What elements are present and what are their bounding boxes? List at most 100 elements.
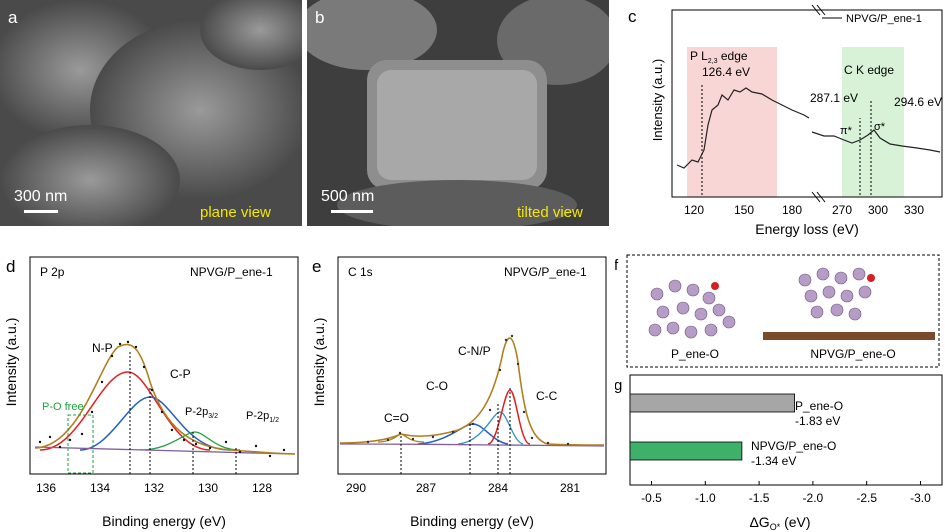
tick-c-180: 180	[782, 203, 802, 217]
ck-edge-label: C K edge	[844, 63, 894, 77]
bar-1	[629, 441, 743, 461]
tick-e-284: 284	[488, 481, 508, 495]
p-ene-o-model	[648, 279, 736, 339]
structure-frame	[626, 254, 940, 368]
sigma-label: σ*	[874, 121, 886, 133]
sample-d: NPVG/P_ene-1	[190, 265, 273, 279]
tick-e-287: 287	[416, 481, 436, 495]
scale-bar-a	[24, 210, 58, 213]
bar-label-p-ene-o: P_ene-O	[795, 399, 843, 413]
eels-chart: c NPVG/P_ene-1 P L2,3 edge 126.4 eV C K …	[628, 4, 943, 237]
oxygen-atom-left	[711, 282, 719, 290]
cnp-peak	[457, 411, 524, 445]
tick-c-270: 270	[832, 203, 852, 217]
eels-curve-right	[811, 129, 941, 153]
tick-d-136: 136	[36, 481, 56, 495]
title-e: C 1s	[348, 265, 373, 279]
ylabel-c: Intensity (a.u.)	[650, 59, 665, 141]
sem-image-plane: a 300 nm plane view	[0, 0, 302, 226]
legend-label-c: NPVG/P_ene-1	[846, 13, 922, 25]
panel-label-a: a	[8, 8, 18, 27]
panel-label-e: e	[312, 257, 321, 276]
ylabel-e: Intensity (a.u.)	[311, 318, 327, 407]
p-o-free-box	[67, 414, 94, 474]
tick-c-300: 300	[868, 203, 888, 217]
tick-d-132: 132	[144, 481, 164, 495]
cc-label: C-C	[536, 389, 558, 403]
tick-c-330: 330	[904, 203, 924, 217]
bar-value-p-ene-o: -1.83 eV	[795, 414, 840, 428]
envelope-d	[34, 343, 296, 455]
scale-text-a: 300 nm	[14, 188, 68, 205]
scale-bar-b	[331, 210, 373, 213]
cnp-label: C-N/P	[458, 344, 491, 358]
ylabel-d: Intensity (a.u.)	[3, 318, 19, 407]
plot-frame-d	[29, 256, 299, 475]
x-ticks-g: -0.5 -1.0 -1.5 -2.0 -2.5 -3.0	[641, 481, 931, 505]
xlabel-c: Energy loss (eV)	[755, 221, 858, 237]
p2p32-label: P-2p3/2	[185, 406, 218, 420]
title-d: P 2p	[40, 265, 65, 279]
tick-c-120: 120	[684, 203, 704, 217]
sem-texture-b	[307, 0, 609, 226]
bar-value-npvg-p-ene-o: -1.34 eV	[751, 454, 796, 468]
cp-label: C-P	[170, 367, 191, 381]
tick-label-g-5: -3.0	[910, 491, 931, 505]
structure-label-right: NPVG/P_ene-O	[810, 347, 895, 361]
tick-e-281: 281	[560, 481, 580, 495]
pl-edge-label: P L2,3 edge	[690, 49, 748, 65]
axis-break-top	[811, 4, 821, 16]
tick-d-130: 130	[198, 481, 218, 495]
background-line-e	[339, 443, 605, 447]
npvg-p-ene-o-model	[798, 267, 872, 321]
co-label: C-O	[426, 379, 448, 393]
axis-break-bottom	[811, 191, 821, 203]
co2-label: C=O	[384, 411, 409, 425]
oxygen-atom-right	[867, 274, 875, 282]
p2p12-label: P-2p1/2	[246, 410, 279, 424]
xlabel-g: ΔGO* (eV)	[749, 514, 810, 532]
p-o-free-label: P-O free	[42, 401, 84, 413]
raw-data-points-d	[38, 340, 286, 458]
axis-break-top-2	[816, 4, 826, 16]
scale-text-b: 500 nm	[321, 188, 375, 205]
background-line-d	[34, 446, 296, 455]
pl-edge-value: 126.4 eV	[702, 65, 750, 79]
plot-frame-c	[671, 9, 943, 198]
caption-a: plane view	[200, 204, 271, 221]
bar-group	[629, 393, 796, 461]
np-peak	[39, 371, 211, 451]
tick-d-134: 134	[90, 481, 110, 495]
structure-label-left: P_ene-O	[671, 347, 719, 361]
cp-peak	[79, 396, 231, 451]
sigma-value: 294.6 eV	[894, 95, 942, 109]
ck-edge-band	[842, 47, 904, 197]
bar-0	[629, 393, 796, 413]
tick-label-g-3: -2.0	[803, 491, 824, 505]
plot-frame-e	[337, 256, 607, 475]
pi-value: 287.1 eV	[810, 91, 858, 105]
xps-c1s-chart: e C 1s NPVG/P_ene-1 C=O C-O C-N/P C-C In…	[311, 256, 607, 529]
np-label: N-P	[92, 341, 113, 355]
tick-e-290: 290	[346, 481, 366, 495]
raw-data-points-e	[366, 334, 570, 446]
axis-break-bottom-2	[816, 191, 826, 203]
panel-label-d: d	[6, 257, 15, 276]
structure-panel: f P_ene-O NPVG/P_ene-O	[615, 254, 940, 368]
sample-e: NPVG/P_ene-1	[504, 265, 587, 279]
panel-label-b: b	[315, 8, 325, 27]
p2p32-peak	[139, 431, 241, 451]
sem-image-tilted: b 500 nm tilted view	[307, 0, 609, 226]
tick-label-g-0: -0.5	[641, 491, 662, 505]
panel-label-c: c	[628, 7, 637, 26]
panel-label-f: f	[615, 257, 619, 274]
tick-label-g-1: -1.0	[695, 491, 716, 505]
tick-label-g-4: -2.5	[856, 491, 877, 505]
xlabel-e: Binding energy (eV)	[410, 513, 534, 529]
plot-frame-g	[629, 374, 943, 486]
pi-label: π*	[840, 125, 853, 137]
bar-label-npvg-p-ene-o: NPVG/P_ene-O	[751, 439, 836, 453]
caption-b: tilted view	[517, 204, 583, 221]
xps-p2p-chart: d P 2p NPVG/P_ene-1 P-O free N-P C-P P-2…	[3, 256, 299, 529]
xlabel-d: Binding energy (eV)	[102, 513, 226, 529]
